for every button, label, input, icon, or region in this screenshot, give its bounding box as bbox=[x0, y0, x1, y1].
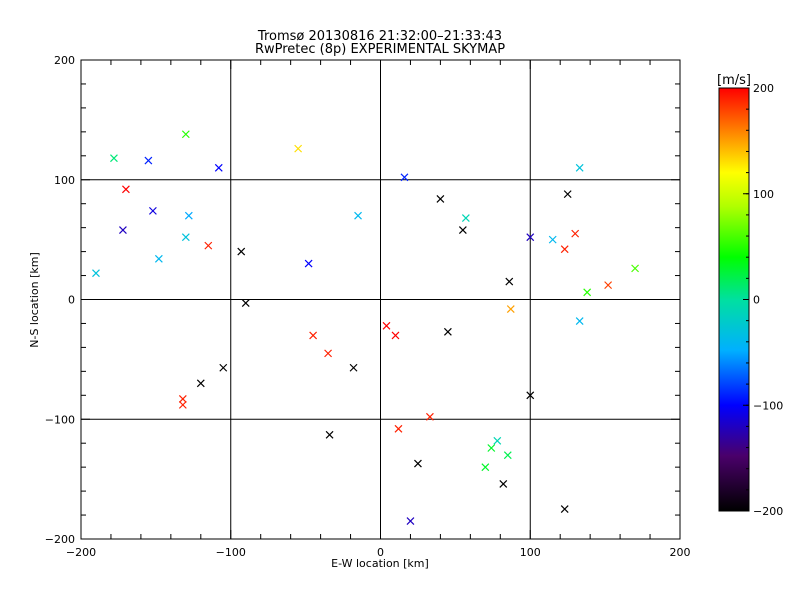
data-point bbox=[325, 430, 334, 439]
data-point bbox=[631, 264, 639, 273]
data-point bbox=[148, 206, 157, 215]
data-point bbox=[481, 463, 490, 472]
colorbar-label: [m/s] bbox=[717, 73, 751, 88]
colorbar-ticks: 200 100 0 −100 −200 bbox=[743, 82, 783, 518]
data-point bbox=[406, 517, 415, 525]
colorbar-tick-label: −200 bbox=[753, 505, 783, 518]
data-point bbox=[92, 269, 100, 278]
data-point bbox=[505, 277, 514, 286]
data-point bbox=[400, 173, 409, 182]
data-point bbox=[560, 245, 569, 254]
data-point bbox=[144, 156, 153, 165]
x-tick-label: 0 bbox=[377, 546, 384, 559]
data-point bbox=[436, 194, 445, 203]
y-tick-label: 0 bbox=[68, 294, 75, 307]
data-point bbox=[526, 233, 535, 242]
data-point bbox=[503, 451, 512, 460]
data-point bbox=[304, 259, 313, 268]
x-tick-label: 100 bbox=[520, 546, 541, 559]
y-tick-label: 200 bbox=[54, 54, 75, 67]
data-point bbox=[178, 400, 187, 409]
y-tick-label: −100 bbox=[45, 413, 75, 426]
y-tick-label: 100 bbox=[54, 174, 75, 187]
data-point bbox=[394, 424, 403, 433]
data-point bbox=[349, 363, 358, 372]
data-point bbox=[324, 349, 333, 358]
data-point bbox=[493, 436, 502, 445]
grid-lines bbox=[81, 60, 680, 539]
data-points bbox=[92, 130, 639, 525]
data-point bbox=[204, 241, 213, 250]
y-axis-label: N-S location [km] bbox=[28, 252, 41, 348]
data-point bbox=[443, 327, 452, 336]
data-point bbox=[219, 363, 228, 372]
data-point bbox=[214, 163, 223, 172]
data-point bbox=[526, 391, 535, 400]
x-tick-label: 200 bbox=[670, 546, 691, 559]
data-point bbox=[575, 317, 584, 325]
data-point bbox=[583, 288, 592, 297]
x-tick-label: −200 bbox=[66, 546, 96, 559]
data-point bbox=[178, 394, 187, 403]
data-point bbox=[461, 214, 470, 222]
colorbar-tick-label: 200 bbox=[753, 82, 774, 95]
chart-title: Tromsø 20130816 21:32:00–21:33:43 bbox=[257, 29, 502, 44]
data-point bbox=[110, 154, 118, 163]
axis-ticks: −200 −100 0 100 200 −200 −100 0 100 200 bbox=[45, 54, 691, 559]
x-axis-label: E-W location [km] bbox=[331, 557, 429, 570]
data-point bbox=[184, 211, 193, 220]
data-point bbox=[181, 130, 190, 139]
data-point bbox=[563, 190, 572, 199]
y-tick-label: −200 bbox=[45, 533, 75, 546]
data-point bbox=[487, 444, 496, 452]
data-point bbox=[506, 305, 515, 314]
chart-subtitle: RwPretec (8p) EXPERIMENTAL SKYMAP bbox=[255, 42, 505, 57]
data-point bbox=[458, 226, 467, 234]
colorbar-tick-label: 100 bbox=[753, 188, 774, 201]
data-point bbox=[241, 299, 250, 308]
data-point bbox=[309, 331, 318, 340]
data-point bbox=[391, 331, 400, 340]
data-point bbox=[237, 247, 246, 256]
data-point bbox=[571, 229, 580, 238]
data-point bbox=[119, 226, 127, 234]
colorbar-tick-label: −100 bbox=[753, 399, 783, 412]
data-point bbox=[354, 211, 362, 220]
data-point bbox=[548, 235, 557, 244]
data-point bbox=[414, 459, 422, 468]
data-point bbox=[154, 254, 163, 263]
data-point bbox=[560, 505, 569, 513]
data-point bbox=[181, 233, 190, 242]
x-tick-label: −100 bbox=[216, 546, 246, 559]
data-point bbox=[499, 479, 508, 488]
data-point bbox=[425, 412, 434, 421]
data-point bbox=[575, 163, 584, 172]
data-point bbox=[604, 281, 613, 290]
data-point bbox=[294, 144, 303, 153]
data-point bbox=[382, 321, 391, 330]
data-point bbox=[122, 185, 130, 194]
data-point bbox=[196, 379, 205, 388]
colorbar-tick-label: 0 bbox=[753, 294, 760, 307]
